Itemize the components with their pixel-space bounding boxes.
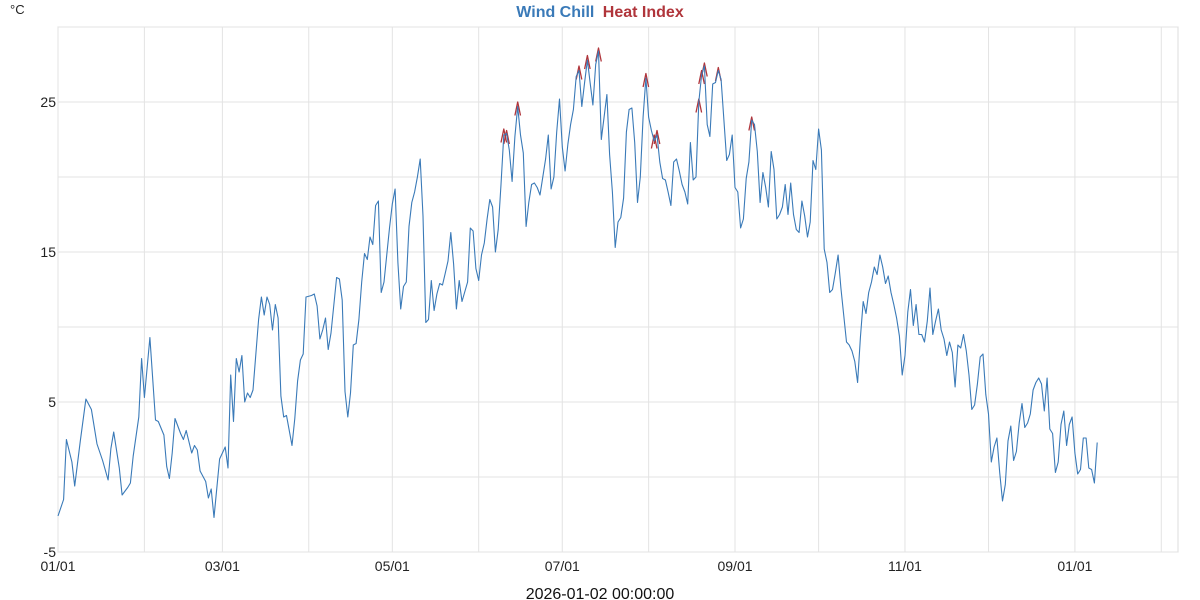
x-axis-label: 2026-01-02 00:00:00 — [526, 586, 675, 600]
x-tick-label: 05/01 — [375, 558, 410, 574]
y-unit-label: °C — [10, 2, 25, 17]
x-tick-label: 09/01 — [717, 558, 752, 574]
x-axis: 01/01 03/01 05/01 07/01 09/01 11/01 01/01 — [40, 558, 1092, 574]
wind-chill-line — [57, 50, 1098, 519]
y-tick-label: -5 — [44, 544, 57, 560]
heat-index-segment — [583, 54, 591, 70]
heat-index-segment — [650, 134, 658, 149]
x-tick-label: 03/01 — [205, 558, 240, 574]
x-tick-label: 01/01 — [40, 558, 75, 574]
heat-index-segment — [642, 72, 650, 88]
heat-index-segment — [748, 116, 756, 131]
plot-border — [57, 26, 1179, 553]
x-tick-label: 07/01 — [545, 558, 580, 574]
chart-title: Wind Chill Heat Index — [516, 4, 684, 21]
heat-index-segment — [595, 47, 602, 62]
series-group — [57, 47, 1098, 519]
y-tick-label: 5 — [48, 394, 56, 410]
title-wind-chill: Wind Chill — [516, 4, 594, 21]
x-tick-label: 11/01 — [888, 558, 922, 574]
y-tick-label: 15 — [40, 244, 56, 260]
heat-index-segment — [514, 101, 522, 116]
y-tick-label: 25 — [40, 94, 56, 110]
x-tick-label: 01/01 — [1057, 558, 1092, 574]
title-heat-index: Heat Index — [603, 4, 684, 21]
heat-index-segment — [698, 69, 706, 85]
grid — [57, 26, 1179, 553]
y-axis: -5 5 15 25 — [40, 94, 56, 560]
heat-index-segment — [503, 129, 510, 145]
